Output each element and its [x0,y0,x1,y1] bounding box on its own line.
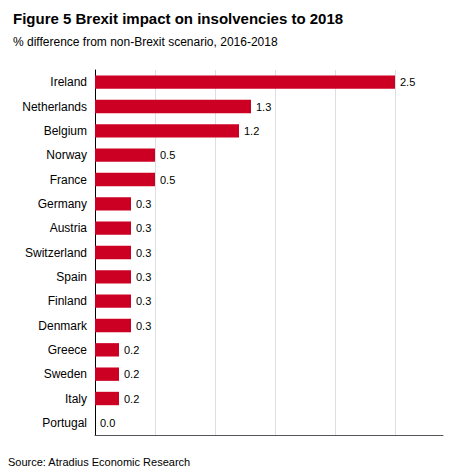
svg-text:Portugal: Portugal [42,416,87,430]
svg-text:0.3: 0.3 [136,295,151,307]
svg-text:Greece: Greece [48,343,88,357]
svg-text:Germany: Germany [38,197,87,211]
svg-text:0.3: 0.3 [136,271,151,283]
svg-text:Italy: Italy [65,392,87,406]
svg-text:2.5: 2.5 [400,76,415,88]
svg-text:0.2: 0.2 [124,368,139,380]
svg-text:0.3: 0.3 [136,222,151,234]
svg-text:Netherlands: Netherlands [22,100,87,114]
svg-text:0.3: 0.3 [136,247,151,259]
svg-text:0.5: 0.5 [160,174,175,186]
svg-text:France: France [50,173,88,187]
svg-text:Belgium: Belgium [44,124,87,138]
svg-text:% difference from non-Brexit s: % difference from non-Brexit scenario, 2… [13,35,278,49]
svg-text:Figure 5 Brexit impact on inso: Figure 5 Brexit impact on insolvencies t… [13,10,343,27]
svg-text:Spain: Spain [56,270,87,284]
svg-text:0.5: 0.5 [160,149,175,161]
svg-text:Norway: Norway [46,148,87,162]
svg-text:Austria: Austria [50,221,88,235]
svg-text:Denmark: Denmark [38,319,88,333]
svg-text:Finland: Finland [48,294,87,308]
svg-text:0.2: 0.2 [124,393,139,405]
svg-text:1.3: 1.3 [256,101,271,113]
svg-text:0.3: 0.3 [136,320,151,332]
svg-text:Sweden: Sweden [44,367,87,381]
svg-text:Ireland: Ireland [50,75,87,89]
svg-text:1.2: 1.2 [244,125,259,137]
svg-text:0.2: 0.2 [124,344,139,356]
svg-text:0.3: 0.3 [136,198,151,210]
svg-text:0.0: 0.0 [100,417,115,429]
svg-text:Switzerland: Switzerland [25,246,87,260]
svg-text:Source: Atradius Economic Rese: Source: Atradius Economic Research [8,456,190,468]
